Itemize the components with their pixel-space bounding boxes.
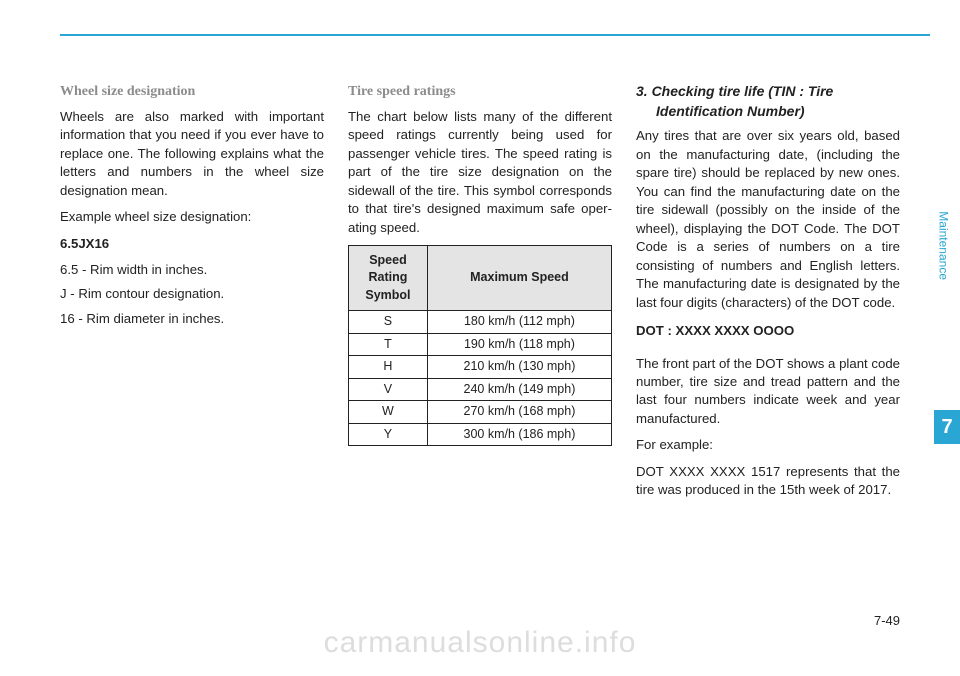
col1-heading: Wheel size designation (60, 82, 324, 102)
cell-sym: S (349, 311, 428, 334)
col3-p2: The front part of the DOT shows a plant … (636, 355, 900, 429)
cell-speed: 300 km/h (186 mph) (427, 423, 611, 446)
table-row: H210 km/h (130 mph) (349, 356, 612, 379)
watermark: carmanualsonline.info (0, 626, 960, 660)
col1-l3: 16 - Rim diameter in inches. (60, 310, 324, 328)
col3-heading: 3. Checking tire life (TIN : Tire Identi… (636, 82, 900, 121)
col1-l1: 6.5 - Rim width in inches. (60, 261, 324, 279)
table-row: T190 km/h (118 mph) (349, 333, 612, 356)
speed-rating-table: Speed Rating Symbol Maximum Speed S180 k… (348, 245, 612, 447)
cell-speed: 190 km/h (118 mph) (427, 333, 611, 356)
col1-list: 6.5 - Rim width in inches. J - Rim conto… (60, 261, 324, 328)
cell-speed: 210 km/h (130 mph) (427, 356, 611, 379)
col3-p3: For example: (636, 436, 900, 454)
cell-sym: W (349, 401, 428, 424)
table-header-speed: Maximum Speed (427, 245, 611, 311)
cell-speed: 240 km/h (149 mph) (427, 378, 611, 401)
cell-speed: 270 km/h (168 mph) (427, 401, 611, 424)
col3-heading-b: Identification Number) (636, 102, 900, 122)
col3-p1: Any tires that are over six years old, b… (636, 127, 900, 312)
column-2: Tire speed ratings The chart below lists… (348, 82, 612, 636)
cell-speed: 180 km/h (112 mph) (427, 311, 611, 334)
cell-sym: Y (349, 423, 428, 446)
page-content: Wheel size designation Wheels are also m… (60, 82, 900, 636)
column-1: Wheel size designation Wheels are also m… (60, 82, 324, 636)
col2-p1: The chart below lists many of the dif­fe… (348, 108, 612, 237)
table-row: W270 km/h (168 mph) (349, 401, 612, 424)
cell-sym: H (349, 356, 428, 379)
column-3: 3. Checking tire life (TIN : Tire Identi… (636, 82, 900, 636)
top-rule (60, 34, 930, 36)
col1-p1: Wheels are also marked with impor­tant i… (60, 108, 324, 200)
side-chapter-number: 7 (934, 410, 960, 444)
table-header-symbol: Speed Rating Symbol (349, 245, 428, 311)
cell-sym: V (349, 378, 428, 401)
col3-heading-a: 3. Checking tire life (TIN : Tire (636, 83, 833, 99)
cell-sym: T (349, 333, 428, 356)
col3-dot: DOT : XXXX XXXX OOOO (636, 322, 900, 340)
col2-heading: Tire speed ratings (348, 82, 612, 102)
table-row: S180 km/h (112 mph) (349, 311, 612, 334)
col1-p2: Example wheel size designation: (60, 208, 324, 226)
table-row: Y300 km/h (186 mph) (349, 423, 612, 446)
col3-p4: DOT XXXX XXXX 1517 represents that the t… (636, 463, 900, 500)
side-label: Maintenance (937, 211, 951, 280)
table-row: V240 km/h (149 mph) (349, 378, 612, 401)
col1-l2: J - Rim contour designation. (60, 285, 324, 303)
col1-code: 6.5JX16 (60, 235, 324, 253)
